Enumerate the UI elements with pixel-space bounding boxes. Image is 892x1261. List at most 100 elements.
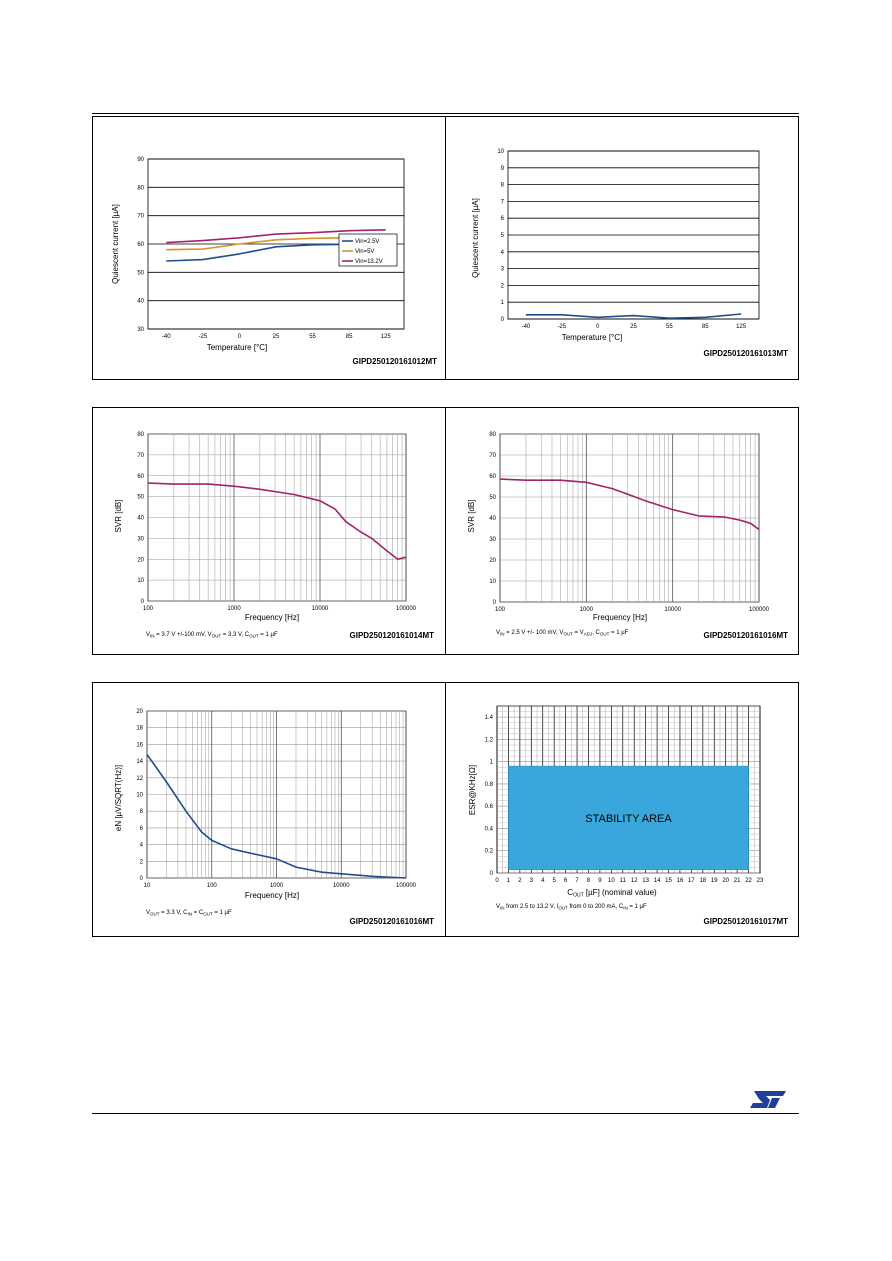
y-tick-label: 80 [489, 432, 496, 438]
x-tick-label: 4 [541, 878, 545, 884]
figure-code: GIPD250120161016MT [350, 917, 435, 926]
series-line [147, 482, 407, 561]
x-tick-label: -40 [522, 324, 531, 330]
x-tick-label: 5 [553, 878, 557, 884]
y-axis-label: Quiescent current [µA] [111, 204, 120, 284]
x-tick-label: 2 [518, 878, 522, 884]
y-axis-label: SVR [dB] [114, 500, 123, 533]
x-tick-label: 85 [346, 334, 353, 340]
y-tick-label: 10 [489, 579, 496, 585]
x-tick-label: 1000 [580, 607, 594, 613]
y-tick-label: 1 [501, 300, 505, 306]
x-tick-label: 13 [642, 878, 649, 884]
x-tick-label: 100 [495, 607, 506, 613]
y-tick-label: 1.4 [485, 715, 494, 721]
x-tick-label: 9 [598, 878, 602, 884]
x-tick-label: 100000 [749, 607, 770, 613]
x-axis-label: Frequency [Hz] [245, 613, 299, 622]
chart-c1: 30 40 50 60 70 80 90 -40 -25 0 25 55 85 125 Vin=2.5V Vi… [111, 157, 437, 366]
y-tick-label: 10 [137, 578, 144, 584]
chart-row-3 [92, 682, 799, 937]
test-condition: VIN = 3.7 V +/-100 mV, VOUT = 3.3 V, COU… [146, 632, 278, 639]
y-tick-label: 1 [490, 760, 494, 766]
x-tick-label: 15 [665, 878, 672, 884]
y-tick-label: 4 [140, 843, 144, 849]
series-line [525, 313, 742, 320]
y-tick-label: 30 [489, 537, 496, 543]
y-tick-label: 40 [137, 516, 144, 522]
row-divider [445, 117, 446, 379]
y-tick-label: 40 [489, 516, 496, 522]
x-axis-label: Frequency [Hz] [245, 891, 299, 900]
x-tick-label: 7 [575, 878, 579, 884]
y-tick-label: 50 [489, 495, 496, 501]
x-tick-label: 22 [745, 878, 752, 884]
y-tick-label: 50 [137, 495, 144, 501]
y-tick-label: 10 [136, 793, 143, 799]
x-axis-label: COUT [µF] (nominal value) [567, 888, 657, 899]
y-tick-label: 30 [137, 327, 144, 333]
x-tick-label: 21 [734, 878, 741, 884]
stability-annotation: STABILITY AREA [585, 813, 672, 825]
x-tick-label: 55 [666, 324, 673, 330]
y-tick-label: 12 [136, 776, 143, 782]
figure-code: GIPD250120161016MT [704, 631, 789, 640]
y-tick-label: 1.2 [485, 737, 494, 743]
figure-code: GIPD250120161017MT [704, 917, 789, 926]
x-tick-label: 10 [144, 883, 151, 889]
y-tick-label: 0.6 [485, 804, 494, 810]
y-tick-label: 0 [140, 876, 144, 882]
y-tick-label: 0.2 [485, 849, 494, 855]
x-tick-label: 12 [631, 878, 638, 884]
y-tick-label: 0 [501, 317, 505, 323]
y-axis-label: ESR@KHz[Ω] [468, 765, 477, 815]
row-divider [445, 408, 446, 654]
series-line [499, 478, 760, 531]
y-tick-label: 3 [501, 267, 505, 273]
y-tick-label: 8 [140, 809, 144, 815]
footer-rule [92, 1113, 799, 1114]
y-tick-label: 4 [501, 250, 505, 256]
y-tick-label: 14 [136, 759, 143, 765]
x-tick-label: 6 [564, 878, 568, 884]
chart-row-2 [92, 407, 799, 655]
y-tick-label: 6 [501, 216, 505, 222]
y-tick-label: 20 [137, 557, 144, 563]
x-axis-label: Temperature [°C] [207, 343, 268, 352]
figure-code: GIPD250120161014MT [350, 631, 435, 640]
chart-c3: 0 10 20 30 40 50 60 70 80 100 1000 10000 100000 Frequ… [114, 432, 434, 640]
chart-c4: 0 10 20 30 40 50 60 70 80 100 1000 10000 100000 Frequ… [467, 432, 788, 640]
x-tick-label: 23 [757, 878, 764, 884]
x-tick-label: 20 [722, 878, 729, 884]
x-tick-label: 25 [273, 334, 280, 340]
y-tick-label: 2 [140, 859, 144, 865]
row-divider [445, 683, 446, 936]
y-tick-label: 0.4 [485, 826, 494, 832]
y-tick-label: 70 [489, 453, 496, 459]
chart-c5: 0 2 4 6 8 10 12 14 16 18 20 10 100 1000 10000 100000 Fre… [114, 709, 434, 926]
y-tick-label: 10 [497, 149, 504, 155]
y-tick-label: 60 [489, 474, 496, 480]
legend-entry: Vin=2.5V [355, 239, 379, 245]
x-tick-label: 17 [688, 878, 695, 884]
y-tick-label: 0 [490, 871, 494, 877]
series-line [166, 229, 386, 244]
x-tick-label: 100 [207, 883, 218, 889]
x-tick-label: 19 [711, 878, 718, 884]
y-tick-label: 60 [137, 474, 144, 480]
st-logo-icon [750, 1091, 786, 1108]
stability-region [508, 765, 749, 870]
y-axis-label: Quiescent current [µA] [471, 198, 480, 278]
x-tick-label: 1 [507, 878, 511, 884]
x-tick-label: 10 [608, 878, 615, 884]
x-tick-label: -25 [557, 324, 566, 330]
y-tick-label: 5 [501, 233, 505, 239]
y-tick-label: 18 [136, 726, 143, 732]
y-tick-label: 2 [501, 283, 505, 289]
figure-code: GIPD250120161013MT [704, 349, 789, 358]
y-tick-label: 20 [489, 558, 496, 564]
x-tick-label: 25 [630, 324, 637, 330]
y-tick-label: 30 [137, 536, 144, 542]
x-tick-label: 11 [620, 878, 627, 884]
